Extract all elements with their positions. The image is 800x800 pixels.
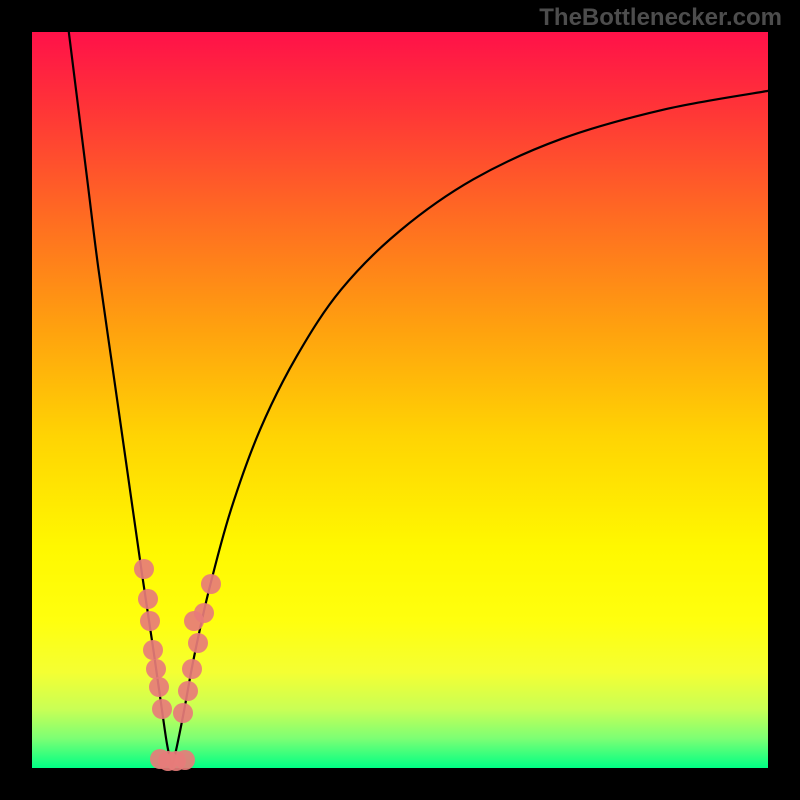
data-point xyxy=(152,699,172,719)
plot-area xyxy=(32,32,768,768)
data-point xyxy=(178,681,198,701)
data-point xyxy=(149,677,169,697)
data-point xyxy=(146,659,166,679)
curve-path xyxy=(69,32,768,768)
data-point xyxy=(134,559,154,579)
data-point xyxy=(138,589,158,609)
data-point xyxy=(175,750,195,770)
data-point xyxy=(194,603,214,623)
data-point xyxy=(182,659,202,679)
data-point xyxy=(201,574,221,594)
watermark-text: TheBottlenecker.com xyxy=(539,4,782,32)
data-point xyxy=(143,640,163,660)
data-point xyxy=(173,703,193,723)
bottleneck-curve xyxy=(32,32,768,768)
figure-root: TheBottlenecker.com xyxy=(0,0,800,800)
data-point xyxy=(188,633,208,653)
data-point xyxy=(140,611,160,631)
